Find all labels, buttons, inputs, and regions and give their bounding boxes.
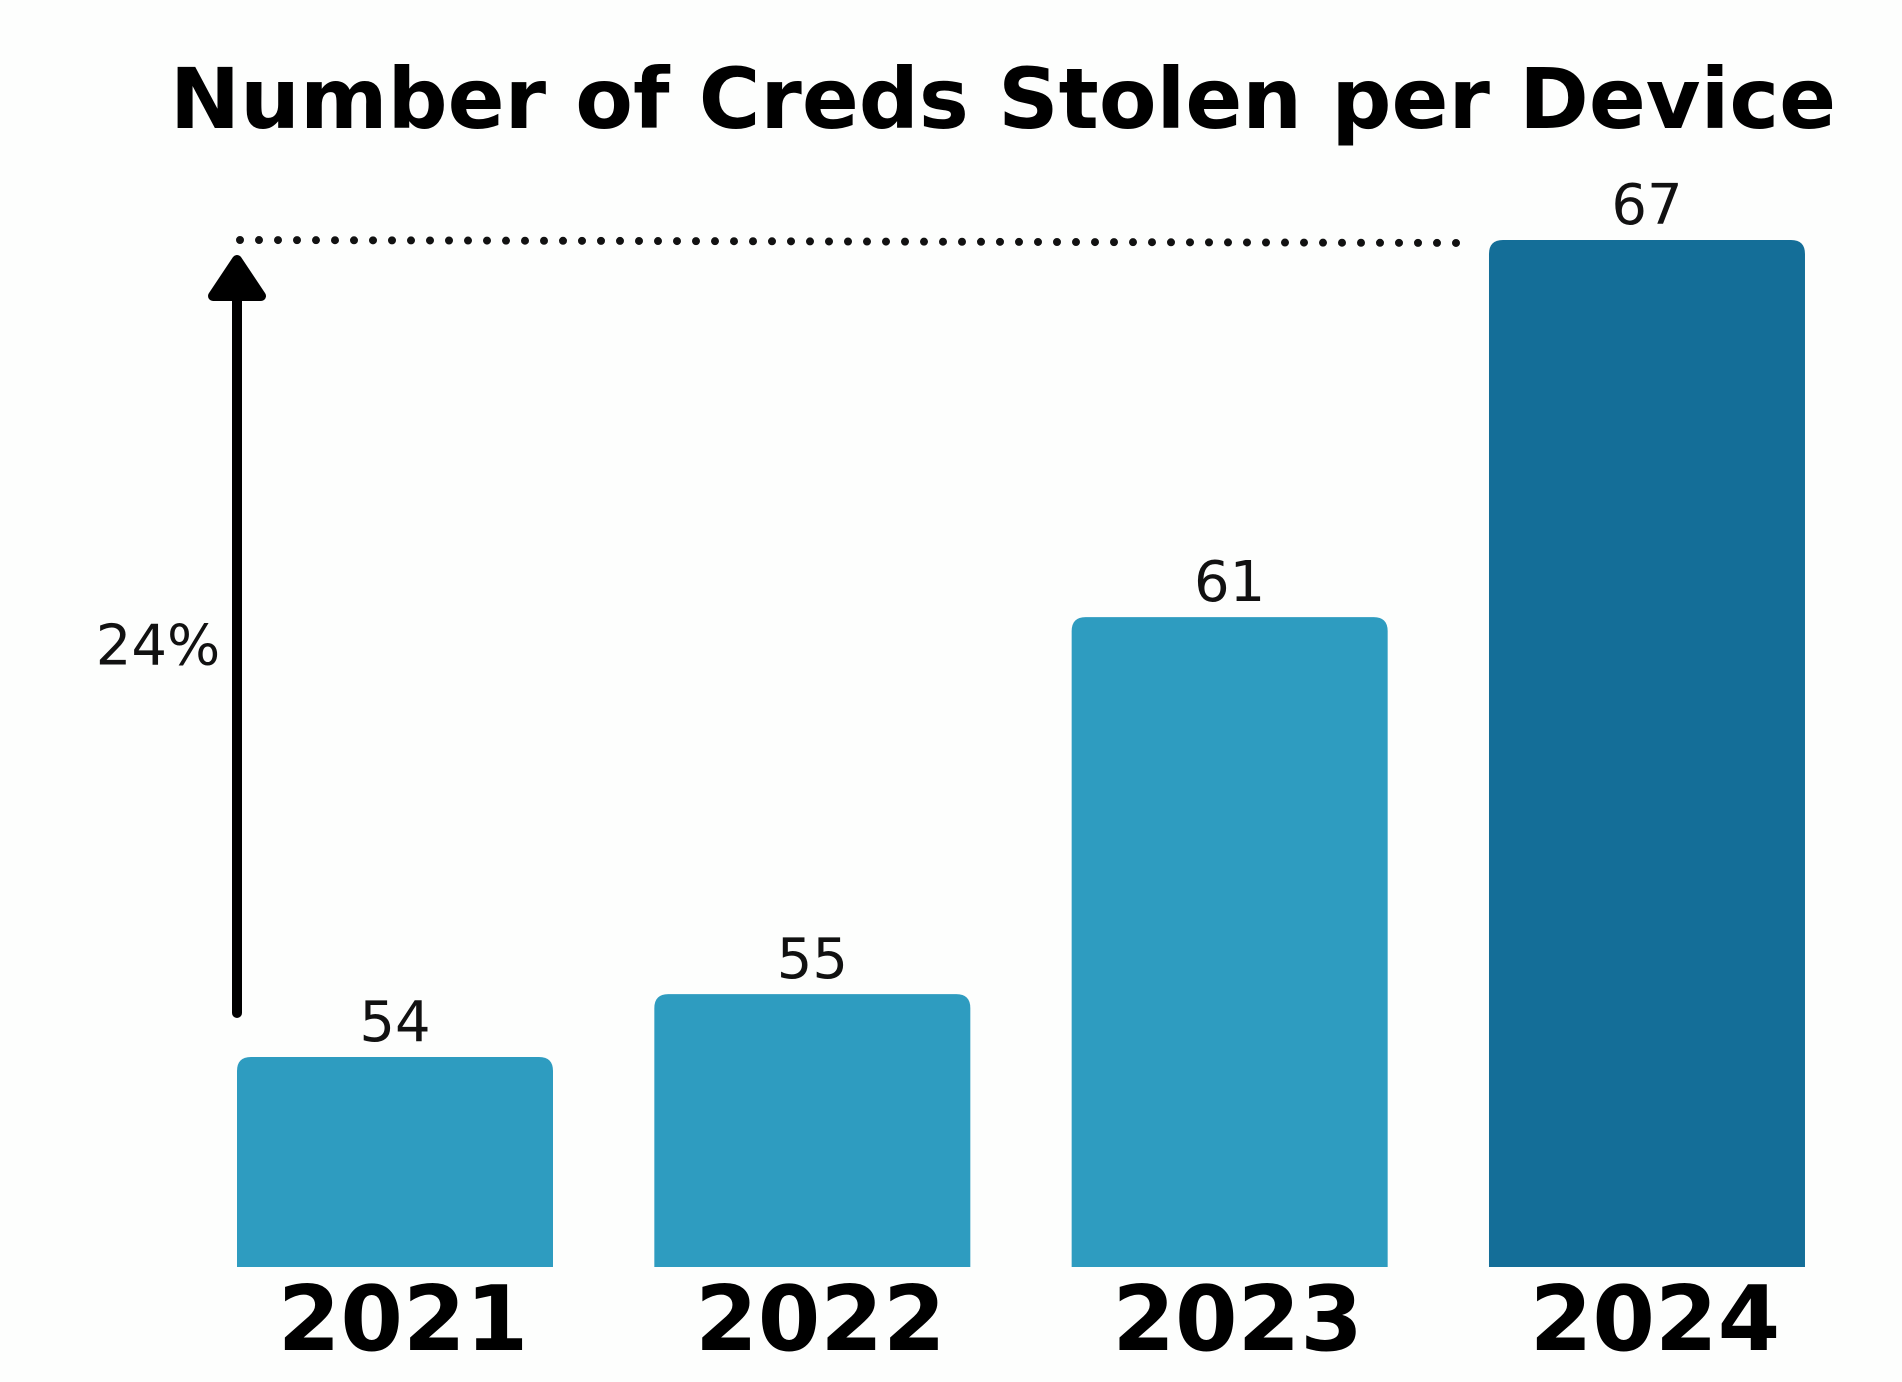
x-tick-label-2021: 2021 (278, 1267, 529, 1372)
data-label-2021: 54 (359, 990, 430, 1055)
data-label-2024: 67 (1611, 173, 1682, 238)
growth-percent-label: 24% (96, 614, 220, 679)
x-tick-label-2023: 2023 (1112, 1267, 1363, 1372)
bar-2021 (237, 1057, 553, 1267)
bar-2022 (654, 994, 971, 1267)
data-label-2022: 55 (777, 927, 848, 992)
growth-arrow-head-icon (208, 255, 266, 301)
chart-title: Number of Creds Stolen per Device (170, 50, 1836, 148)
bar-2024 (1488, 240, 1805, 1267)
x-tick-label-2024: 2024 (1530, 1267, 1781, 1372)
tick-labels-layer: 2021 2022 2023 2024 (278, 1267, 1780, 1372)
growth-annotation: 24% (96, 236, 1472, 1018)
value-labels-layer: 54 55 61 67 (359, 173, 1682, 1055)
x-tick-label-2022: 2022 (695, 1267, 946, 1372)
dotted-reference-line (236, 236, 1472, 247)
data-label-2023: 61 (1194, 550, 1265, 615)
bar-2023 (1071, 617, 1388, 1267)
bars-layer (237, 240, 1805, 1267)
